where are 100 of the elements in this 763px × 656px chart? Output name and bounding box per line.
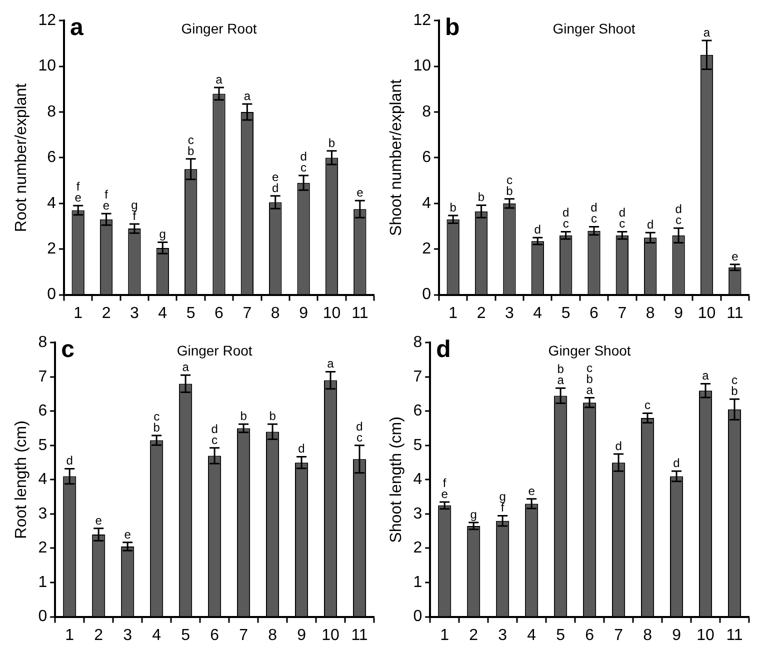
data-label: d [298, 442, 305, 456]
x-tick-label: 4 [533, 304, 542, 322]
x-tick-label: 5 [556, 626, 566, 644]
data-label: g [159, 227, 166, 242]
data-label: d [647, 218, 654, 232]
y-tick-label: 2 [47, 240, 56, 258]
x-tick-label: 11 [726, 626, 743, 644]
x-tick-label: 4 [158, 304, 168, 322]
annotation: c [61, 336, 74, 364]
y-tick-label: 10 [38, 58, 56, 75]
x-tick-label: 2 [469, 626, 478, 644]
x-tick-label: 7 [618, 304, 627, 322]
data-label: e [95, 513, 102, 528]
data-label: g [470, 508, 477, 522]
data-label: b [269, 409, 276, 424]
x-tick-label: 2 [94, 626, 104, 644]
x-tick-label: 1 [440, 626, 450, 644]
data-label: d c [675, 202, 682, 228]
x-tick-label: 8 [646, 304, 655, 322]
data-label: e [528, 484, 536, 498]
y-tick-label: 4 [47, 194, 56, 212]
y-tick-label: 4 [38, 471, 48, 488]
y-tick-label: 8 [422, 103, 432, 120]
x-tick-label: 11 [352, 304, 368, 322]
y-tick-label: 6 [38, 402, 48, 420]
y-tick-label: 2 [38, 540, 48, 557]
x-tick-label: 10 [698, 304, 716, 322]
data-label: b [328, 136, 336, 150]
data-label: g f [131, 198, 138, 223]
data-label: a [703, 25, 710, 40]
data-label: c b [153, 409, 160, 434]
data-label: b a [557, 362, 564, 388]
data-label: f e [102, 188, 110, 213]
data-label: d [615, 438, 622, 453]
data-label: a [244, 89, 251, 104]
annotation: b [444, 14, 460, 42]
x-tick-label: 10 [322, 304, 341, 322]
chart-title: Ginger Root [181, 20, 257, 36]
x-tick-label: 3 [123, 626, 132, 644]
y-tick-label: 3 [38, 505, 48, 522]
y-tick-label: 2 [413, 540, 422, 557]
data-label: a [327, 356, 334, 371]
data-label: c b a [586, 360, 594, 397]
data-label: e [124, 527, 132, 542]
chart-title: Ginger Shoot [548, 342, 631, 358]
x-tick-label: 6 [585, 626, 594, 644]
x-tick-label: 9 [674, 304, 684, 322]
y-tick-label: 7 [413, 368, 422, 386]
data-label: f e [74, 180, 82, 205]
x-tick-label: 1 [65, 626, 74, 644]
x-tick-label: 5 [181, 626, 190, 644]
data-label: g f [499, 490, 506, 515]
x-tick-label: 3 [498, 626, 508, 644]
x-tick-label: 11 [351, 626, 368, 644]
y-tick-label: 0 [38, 608, 48, 626]
y-tick-label: 6 [47, 149, 56, 166]
x-tick-label: 10 [696, 626, 715, 644]
data-label: e [732, 249, 739, 264]
data-label: d c [618, 206, 626, 231]
y-tick-label: 4 [422, 194, 432, 212]
data-label: a [702, 368, 710, 383]
y-tick-label: 12 [38, 12, 56, 30]
y-axis-title: Root length (cm) [13, 420, 30, 539]
x-tick-label: 4 [152, 626, 162, 644]
y-axis-title: Shoot length (cm) [388, 416, 406, 543]
x-tick-label: 6 [214, 304, 224, 322]
y-tick-label: 1 [38, 574, 48, 591]
x-tick-label: 6 [590, 304, 599, 322]
data-label: b [240, 409, 248, 424]
y-tick-label: 0 [413, 608, 422, 626]
x-tick-label: 9 [672, 626, 682, 644]
x-tick-label: 1 [448, 304, 458, 322]
x-tick-label: 5 [561, 304, 570, 322]
x-tick-label: 3 [505, 304, 514, 322]
data-label: d c [562, 206, 570, 231]
x-tick-label: 1 [74, 304, 83, 322]
x-tick-label: 9 [297, 626, 306, 644]
data-label: b [478, 190, 485, 204]
data-label: c b [731, 373, 738, 398]
data-label: c b [506, 172, 514, 198]
y-tick-label: 8 [413, 334, 422, 352]
x-tick-label: 7 [242, 304, 252, 322]
annotation: d [436, 336, 451, 364]
x-tick-label: 6 [210, 626, 220, 644]
data-label: a [182, 360, 190, 374]
x-tick-label: 3 [130, 304, 139, 322]
y-tick-label: 3 [413, 505, 422, 522]
x-tick-label: 7 [239, 626, 248, 644]
chart-title: Ginger Root [176, 342, 252, 358]
y-tick-label: 6 [422, 149, 432, 166]
y-axis-title: Shoot number/explant [388, 78, 406, 236]
x-tick-label: 10 [322, 626, 340, 644]
data-label: e d [272, 170, 280, 195]
x-tick-label: 8 [643, 626, 652, 644]
data-label: c b [187, 132, 194, 158]
x-tick-label: 4 [527, 626, 536, 644]
data-label: c [644, 398, 651, 412]
x-tick-label: 7 [614, 626, 624, 644]
data-label: d c [356, 419, 363, 444]
data-label: d c [590, 200, 598, 226]
